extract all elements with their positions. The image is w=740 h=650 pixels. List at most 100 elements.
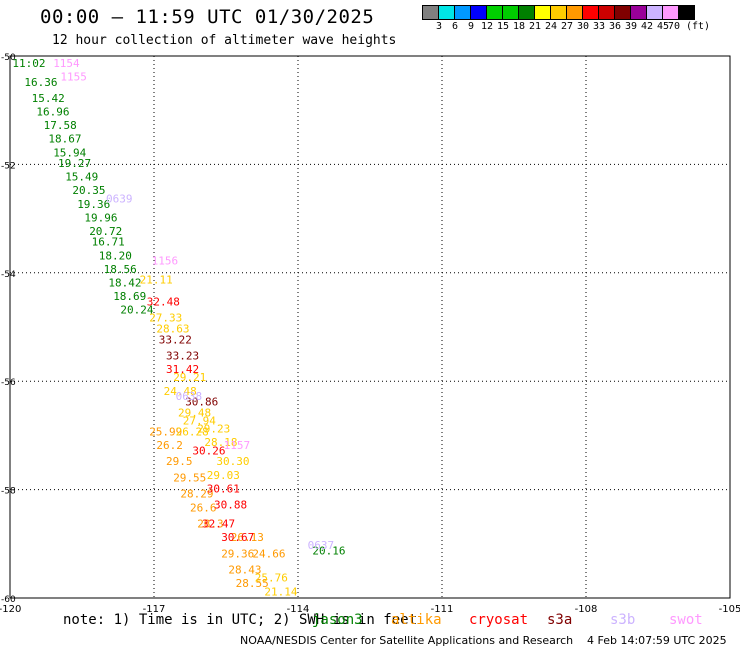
data-label: 30.61 <box>207 482 240 495</box>
x-tick-label: -111 <box>431 604 454 615</box>
data-label: 24.48 <box>164 385 197 398</box>
colorbar-label: 30 <box>576 21 590 32</box>
colorbar-label: 12 <box>480 21 494 32</box>
colorbar-label: 39 <box>624 21 638 32</box>
data-label: 18.20 <box>99 249 132 262</box>
legend-altika: altika <box>391 612 442 628</box>
colorbar-label: 15 <box>496 21 510 32</box>
data-label: 20.24 <box>120 303 153 316</box>
data-label: 28.29 <box>180 488 213 501</box>
data-label: 27.33 <box>149 312 182 325</box>
data-label: 18.69 <box>113 290 146 303</box>
data-label: 30.26 <box>192 444 225 457</box>
data-label: 1155 <box>60 70 87 83</box>
data-label: 19.36 <box>77 198 110 211</box>
data-label: 18.56 <box>104 263 137 276</box>
data-label: 29.48 <box>178 406 211 419</box>
data-label: 28.3 <box>197 518 224 531</box>
data-label: 26.13 <box>231 531 264 544</box>
x-tick-label: -120 <box>0 604 21 615</box>
data-label: 25.99 <box>149 425 182 438</box>
colorbar-label: 18 <box>512 21 526 32</box>
data-label: 27.94 <box>183 415 216 428</box>
page-title: 00:00 – 11:59 UTC 01/30/2025 <box>40 6 375 28</box>
data-label: 28.55 <box>236 577 269 590</box>
data-label: 28.43 <box>228 564 261 577</box>
data-label: 18.67 <box>48 133 81 146</box>
plot-frame <box>9 55 731 599</box>
data-label: 15.49 <box>65 171 98 184</box>
colorbar-legend: 3 6 9 12 15 18 21 24 27 30 33 36 39 42 45 70 (ft) <box>422 5 740 32</box>
legend-s3a: s3a <box>547 612 573 628</box>
data-label: 30.67 <box>221 531 254 544</box>
data-label: 33.23 <box>166 350 199 363</box>
x-tick-label: -108 <box>575 604 598 615</box>
data-label: 26.28 <box>176 425 209 438</box>
data-label: 18.42 <box>108 276 141 289</box>
data-label: 20.16 <box>312 545 345 558</box>
colorbar-label: 70 (ft) <box>667 21 711 32</box>
data-label: 32.48 <box>147 295 180 308</box>
data-label: 29.55 <box>173 471 206 484</box>
y-tick-label: -52 <box>1 161 16 171</box>
data-label: 26.6 <box>190 501 217 514</box>
data-label: 20.72 <box>89 225 122 238</box>
colorbar-label: 33 <box>592 21 606 32</box>
colorbar-label: 24 <box>544 21 558 32</box>
colorbar-label: 27 <box>560 21 574 32</box>
y-tick-label: -56 <box>1 378 16 388</box>
data-label: 30.88 <box>214 499 247 512</box>
colorbar-swatches <box>422 5 740 20</box>
colorbar-label: 36 <box>608 21 622 32</box>
page-subtitle: 12 hour collection of altimeter wave hei… <box>52 33 397 48</box>
data-label: 29.36 <box>221 547 254 560</box>
legend-cryosat: cryosat <box>469 612 529 628</box>
x-tick-label: -114 <box>287 604 310 615</box>
data-label: 28.63 <box>156 322 189 335</box>
data-label: 32.47 <box>202 518 235 531</box>
legend-s3b: s3b <box>610 612 636 628</box>
colorbar-labels: 3 6 9 12 15 18 21 24 27 30 33 36 39 42 45 70 (ft) <box>422 20 740 32</box>
y-tick-label: -54 <box>1 270 16 280</box>
data-label: 15.94 <box>53 146 86 159</box>
colorbar-label: 3 <box>435 21 443 32</box>
data-label: 20.35 <box>72 184 105 197</box>
data-label: 16.36 <box>24 76 57 89</box>
x-tick-label: -117 <box>143 604 166 615</box>
data-label: 33.22 <box>159 333 192 346</box>
data-label: 11:02 <box>12 57 45 70</box>
x-tick-label: -105 <box>719 604 740 615</box>
data-label: 19.27 <box>58 157 91 170</box>
colorbar-label: 45 <box>656 21 670 32</box>
legend-jason3: jason3 <box>312 612 363 628</box>
data-label: 17.58 <box>44 119 77 132</box>
data-label: 0637 <box>308 539 335 552</box>
data-label: 16.96 <box>36 106 69 119</box>
data-label: 1156 <box>152 255 179 268</box>
colorbar-swatch <box>678 5 695 20</box>
legend-note: note: 1) Time is in UTC; 2) SWH is in fe… <box>63 612 418 628</box>
colorbar-label: 6 <box>451 21 459 32</box>
colorbar-label: 42 <box>640 21 654 32</box>
data-label: 24.66 <box>252 547 285 560</box>
data-label: 1157 <box>224 439 251 452</box>
data-label: 30.30 <box>216 455 249 468</box>
y-tick-label: -58 <box>1 487 16 497</box>
data-label: 29.5 <box>166 455 193 468</box>
y-tick-label: -50 <box>1 53 16 63</box>
data-label: 15.42 <box>32 92 65 105</box>
data-label: 1154 <box>53 57 80 70</box>
data-label: 29.03 <box>207 469 240 482</box>
y-tick-label: -60 <box>1 595 16 605</box>
data-label: 28.18 <box>204 436 237 449</box>
data-label: 16.71 <box>92 236 125 249</box>
data-label: 31.42 <box>166 363 199 376</box>
data-label: 0638 <box>176 390 203 403</box>
data-label: 0639 <box>106 192 133 205</box>
data-label: 29.23 <box>197 423 230 436</box>
data-label: 29.21 <box>173 371 206 384</box>
data-label: 30.86 <box>185 396 218 409</box>
legend-swot: swot <box>669 612 703 628</box>
data-label: 26.2 <box>156 439 183 452</box>
